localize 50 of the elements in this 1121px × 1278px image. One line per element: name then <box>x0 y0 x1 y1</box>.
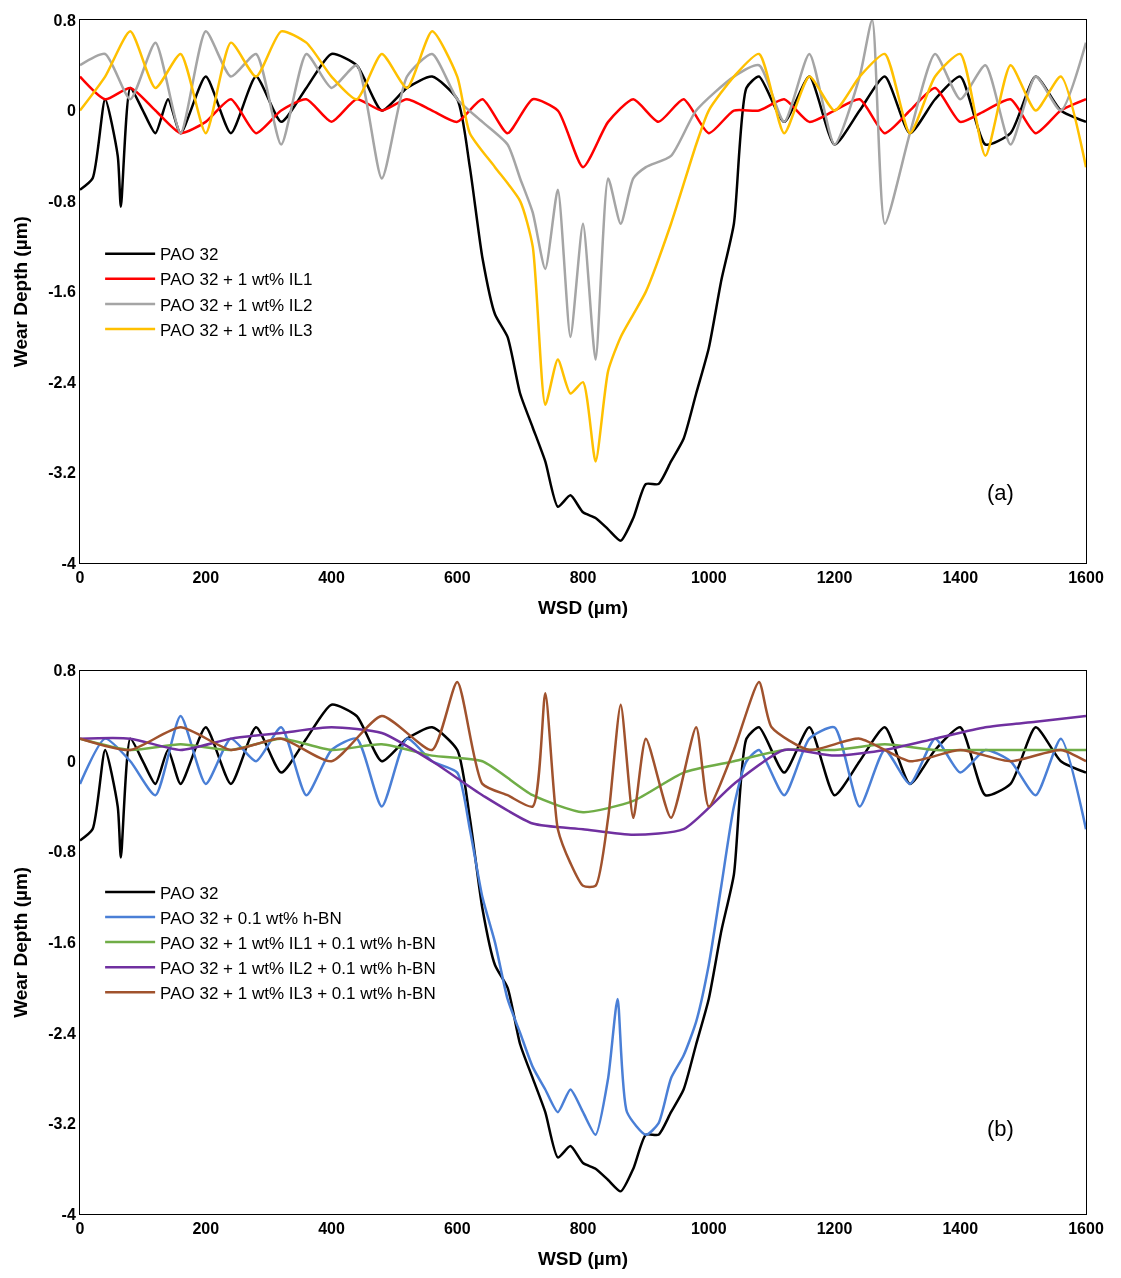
legend-label: PAO 32 + 1 wt% IL1 + 0.1 wt% h-BN <box>160 933 436 953</box>
y-tick-label: -3.2 <box>48 1115 76 1133</box>
x-tick-label: 1000 <box>690 1220 727 1238</box>
line-series <box>80 680 1086 889</box>
y-tick-label: -2.4 <box>48 1024 76 1042</box>
legend-label: PAO 32 + 1 wt% IL3 <box>160 320 313 340</box>
legend-label: PAO 32 + 1 wt% IL3 + 0.1 wt% h-BN <box>160 983 436 1003</box>
line-series <box>80 714 1086 837</box>
x-tick-label: 400 <box>318 569 345 587</box>
x-tick-label: 1400 <box>942 1220 979 1238</box>
x-tick-label: 1200 <box>816 569 853 587</box>
line-series <box>80 75 1086 169</box>
x-tick-label: 1000 <box>690 569 727 587</box>
y-tick-label: 0.8 <box>53 662 76 680</box>
x-tick-label: 1600 <box>1068 1220 1104 1238</box>
x-tick-label: 1600 <box>1068 569 1104 587</box>
y-tick-label: -3.2 <box>48 464 76 482</box>
x-tick-label: 200 <box>192 569 220 587</box>
y-tick-label: -1.6 <box>48 283 76 301</box>
x-tick-label: 1400 <box>942 569 979 587</box>
x-tick-label: 600 <box>443 569 471 587</box>
x-tick-label: 800 <box>569 569 597 587</box>
y-tick-label: -2.4 <box>48 373 76 391</box>
x-tick-label: 1200 <box>816 1220 853 1238</box>
x-tick-label: 600 <box>443 1220 471 1238</box>
y-tick-label: -4 <box>61 1205 76 1223</box>
y-tick-label: -1.6 <box>48 933 76 951</box>
y-axis-title: Wear Depth (µm) <box>10 216 32 368</box>
legend-label: PAO 32 + 1 wt% IL1 <box>160 270 313 290</box>
y-tick-label: 0 <box>66 752 76 770</box>
x-axis-title: WSD (µm) <box>537 1248 629 1269</box>
x-axis-title: WSD (µm) <box>537 597 629 619</box>
y-tick-label: 0.8 <box>53 11 76 29</box>
line-series <box>80 30 1086 463</box>
x-tick-label: 400 <box>318 1220 345 1238</box>
y-tick-label: 0 <box>66 102 76 120</box>
legend-label: PAO 32 + 1 wt% IL2 + 0.1 wt% h-BN <box>160 958 436 978</box>
annotation: (a) <box>987 480 1014 505</box>
legend-label: PAO 32 + 0.1 wt% h-BN <box>160 908 342 928</box>
y-axis-title: Wear Depth (µm) <box>10 866 32 1018</box>
legend-label: PAO 32 + 1 wt% IL2 <box>160 295 313 315</box>
line-series <box>80 20 1086 361</box>
legend-label: PAO 32 <box>160 245 219 265</box>
x-tick-label: 800 <box>569 1220 597 1238</box>
y-tick-label: -0.8 <box>48 843 76 861</box>
x-tick-label: 200 <box>192 1220 220 1238</box>
y-tick-label: -0.8 <box>48 192 76 210</box>
annotation: (b) <box>987 1116 1014 1141</box>
legend-label: PAO 32 <box>160 883 219 903</box>
y-tick-label: -4 <box>61 554 76 572</box>
